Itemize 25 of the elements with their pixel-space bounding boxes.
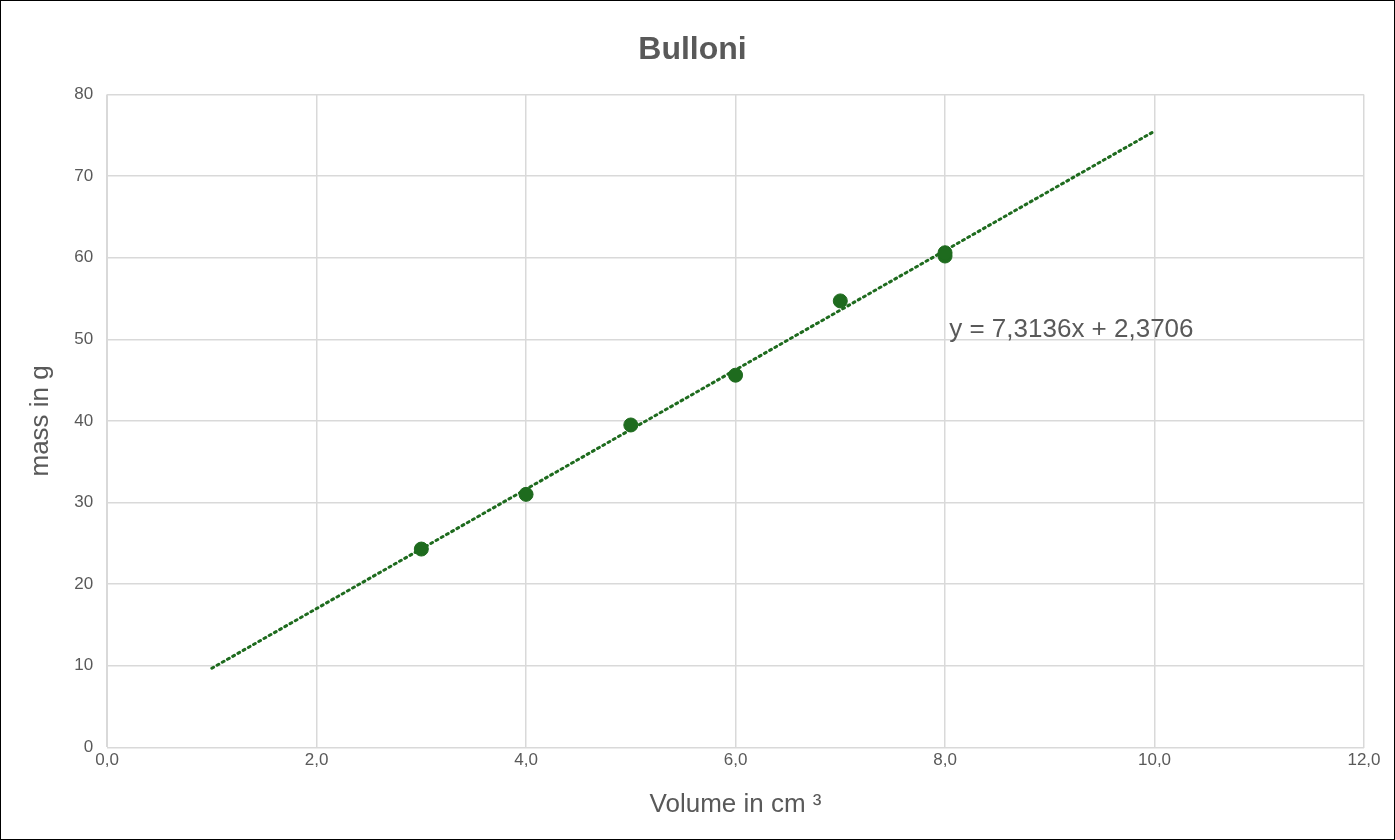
x-tick-label: 0,0: [95, 750, 119, 770]
point: [728, 367, 744, 383]
y-tick-label: 0: [83, 737, 94, 757]
x-tick-label: 4,0: [514, 750, 538, 770]
x-axis-title: Volume in cm ³: [649, 787, 822, 818]
x-tick-label: 8,0: [933, 750, 957, 770]
y-tick-label: 40: [74, 410, 94, 430]
y-tick-label: 20: [74, 573, 94, 593]
y-tick-label: 60: [74, 247, 94, 267]
point: [832, 293, 848, 309]
point: [518, 486, 534, 502]
y-tick-label: 30: [74, 492, 94, 512]
point: [623, 417, 639, 433]
x-tick-label: 2,0: [304, 750, 329, 770]
x-tick-label: 12,0: [1347, 750, 1381, 770]
y-tick-label: 50: [74, 328, 94, 348]
y-axis-title: mass in g: [23, 365, 54, 477]
y-tick-label: 10: [74, 655, 94, 675]
point: [413, 541, 429, 557]
y-tick-label: 70: [74, 165, 94, 185]
x-tick-label: 10,0: [1137, 750, 1172, 770]
x-tick-label: 6,0: [723, 750, 748, 770]
annotation: y = 7,3136x + 2,3706: [949, 312, 1194, 343]
y-tick-label: 80: [74, 84, 94, 104]
chart-title: Bulloni: [638, 30, 747, 67]
